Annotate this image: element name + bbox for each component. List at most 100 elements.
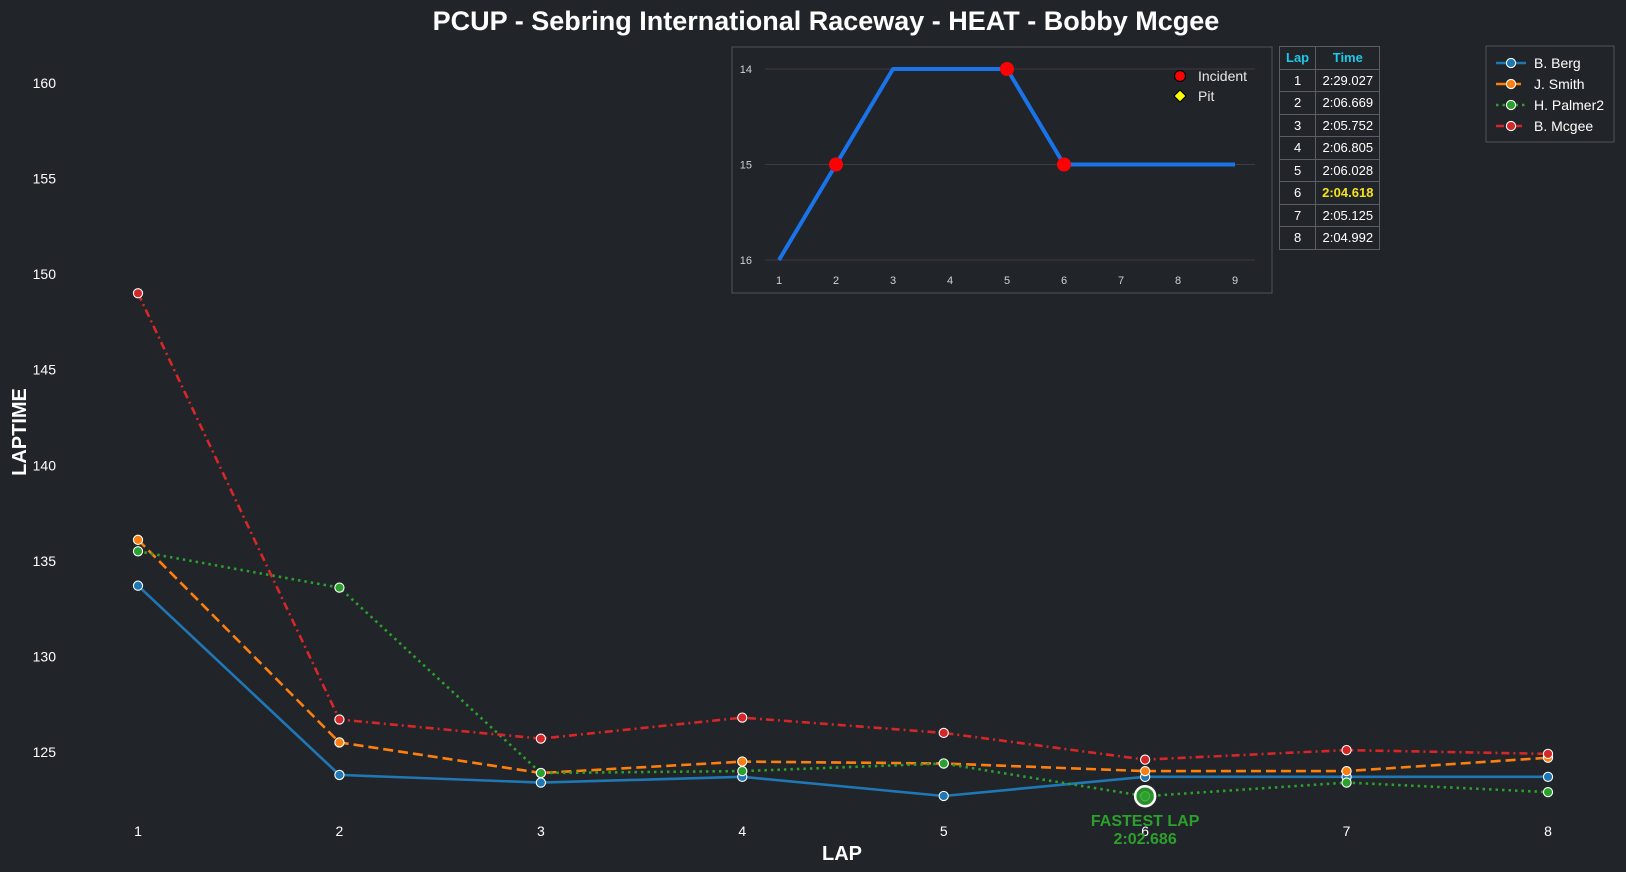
lap-number-cell: 2 (1278, 91, 1317, 115)
lap-time-cell: 2:05.752 (1315, 113, 1381, 137)
data-point (1341, 744, 1352, 756)
data-point (535, 777, 547, 788)
y-tick-label: 125 (33, 744, 57, 760)
main-series-lines (136, 292, 1549, 798)
incident-legend-marker (1173, 69, 1187, 83)
y-tick-label: 160 (33, 75, 57, 91)
x-tick-label: 8 (1544, 823, 1552, 839)
x-tick-label: 1 (134, 823, 142, 839)
position-inset-chart: 14 15 16 1 2 3 4 5 6 7 8 9 Incident Pit (731, 46, 1273, 294)
lap-number-cell: 4 (1278, 136, 1317, 160)
data-point (938, 758, 949, 769)
data-point (132, 546, 144, 557)
x-tick-label: 7 (1343, 823, 1351, 839)
lap-number-cell: 5 (1278, 158, 1317, 182)
inset-axis-ticks: 14 15 16 1 2 3 4 5 6 7 8 9 (740, 64, 1238, 287)
lap-time-cell: 2:29.027 (1315, 68, 1381, 92)
data-point (737, 712, 748, 723)
legend-swatch-marker (1505, 57, 1517, 69)
table-row: 2 2:06.669 (1278, 91, 1381, 115)
x-tick-label: 3 (537, 823, 545, 839)
series-line-b-mcgee (136, 292, 1549, 761)
lap-time-cell: 2:06.028 (1315, 158, 1381, 182)
lap-table-header-row: Lap Time (1278, 46, 1381, 70)
x-axis-title: LAP (822, 843, 862, 865)
legend-label: J. Smith (1534, 76, 1585, 92)
table-row: 7 2:05.125 (1278, 203, 1381, 227)
inset-x-tick-label: 7 (1118, 275, 1124, 287)
legend-label: B. Mcgee (1534, 118, 1593, 134)
chart-title: PCUP - Sebring International Raceway - H… (433, 6, 1220, 36)
data-point (535, 733, 547, 744)
fastest-lap-label: FASTEST LAP (1091, 813, 1200, 830)
inset-x-tick-label: 3 (890, 275, 896, 287)
inset-legend: Incident Pit (1173, 68, 1247, 104)
data-point (132, 534, 144, 545)
table-row: 4 2:06.805 (1278, 136, 1381, 160)
inset-y-tick-label: 15 (740, 160, 752, 172)
table-row: 6 2:04.618 (1278, 181, 1381, 205)
inset-x-tick-label: 9 (1232, 275, 1238, 287)
y-tick-label: 150 (33, 266, 57, 282)
data-point (938, 790, 949, 802)
y-tick-label: 140 (33, 457, 57, 473)
data-point (334, 769, 345, 781)
pit-legend-marker (1173, 89, 1187, 103)
lap-time-cell: 2:06.805 (1315, 136, 1381, 160)
x-tick-label: 4 (738, 823, 746, 839)
legend-label: H. Palmer2 (1534, 97, 1604, 113)
incident-marker (1057, 157, 1071, 172)
inset-x-tick-label: 4 (947, 275, 953, 287)
inset-x-tick-label: 5 (1004, 275, 1010, 287)
inset-y-tick-label: 16 (740, 255, 752, 267)
table-row: 3 2:05.752 (1278, 113, 1381, 137)
legend-swatch-marker (1505, 78, 1517, 90)
data-point (1341, 777, 1352, 788)
data-point (1542, 786, 1554, 798)
x-tick-label: 5 (940, 823, 948, 839)
data-point (737, 765, 748, 777)
lap-number-cell: 8 (1278, 226, 1317, 250)
lap-column-header: Lap (1278, 46, 1317, 70)
data-point (535, 767, 547, 779)
inset-x-tick-label: 6 (1061, 275, 1067, 287)
data-point (1139, 765, 1151, 777)
x-tick-label: 2 (336, 823, 344, 839)
data-point (1139, 754, 1151, 765)
lap-number-cell: 6 (1278, 181, 1317, 205)
incident-marker (1000, 62, 1014, 76)
pit-legend-label: Pit (1198, 88, 1214, 104)
series-line-h-palmer2 (137, 550, 1549, 798)
y-axis-title: LAPTIME (9, 388, 31, 476)
lap-time-cell: 2:04.618 (1315, 181, 1381, 205)
y-tick-label: 155 (33, 171, 57, 187)
inset-x-tick-label: 1 (776, 275, 782, 287)
inset-incident-markers (829, 62, 1071, 172)
data-point (938, 727, 949, 739)
legend-swatch-marker (1505, 120, 1517, 132)
inset-y-tick-label: 14 (740, 64, 752, 76)
table-row: 5 2:06.028 (1278, 158, 1381, 182)
data-point (334, 582, 345, 593)
legend-label: B. Berg (1534, 55, 1581, 71)
time-column-header: Time (1315, 46, 1381, 70)
series-line-j-smith (137, 538, 1549, 775)
incident-legend-label: Incident (1198, 68, 1247, 84)
data-point (334, 737, 345, 748)
y-tick-label: 145 (33, 362, 57, 378)
y-tick-label: 135 (33, 553, 57, 569)
main-series-points (132, 288, 1554, 802)
data-point (132, 580, 144, 591)
data-point (132, 288, 144, 299)
table-row: 8 2:04.992 (1278, 226, 1381, 250)
inset-frame (731, 46, 1273, 294)
lap-table-body: 1 2:29.027 2 2:06.669 3 2:05.752 4 2:06.805 5 2:0… (1278, 68, 1381, 250)
series-line-b-berg (137, 584, 1548, 798)
lap-number-cell: 7 (1278, 203, 1317, 227)
y-tick-label: 130 (33, 648, 57, 664)
main-legend: B. Berg J. Smith H. Palmer2 B. Mcgee (1485, 45, 1615, 143)
data-point (737, 756, 748, 767)
data-point (1542, 748, 1554, 760)
